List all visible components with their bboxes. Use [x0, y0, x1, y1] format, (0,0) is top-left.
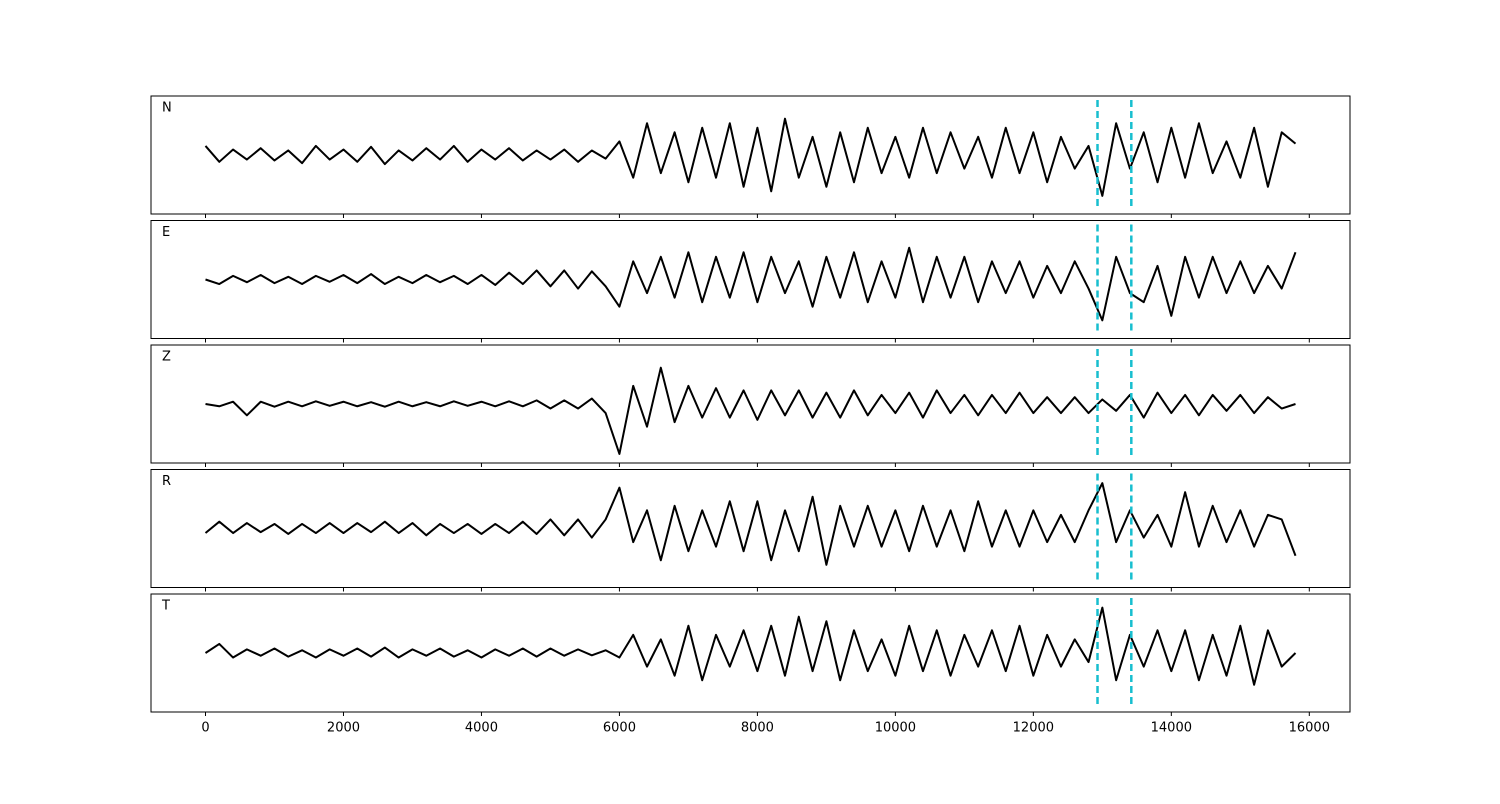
trace — [204, 482, 1297, 566]
x-tick-label: 10000 — [875, 721, 916, 736]
x-tick-label: 6000 — [603, 721, 636, 736]
x-tick-label: 14000 — [1151, 721, 1192, 736]
panel-frame — [150, 593, 1351, 713]
panel-label: T — [161, 599, 170, 614]
trace — [204, 117, 1297, 197]
trace — [205, 366, 1296, 455]
x-tick-label: 2000 — [327, 721, 360, 736]
panel-label: E — [162, 225, 170, 240]
panel-label: N — [162, 101, 172, 116]
trace — [204, 606, 1297, 686]
panel-frame — [150, 95, 1351, 215]
x-tick-label: 4000 — [465, 721, 498, 736]
panel-frame — [150, 220, 1351, 339]
panel-label: R — [162, 474, 171, 489]
panel-frame — [150, 469, 1351, 588]
x-tick-label: 16000 — [1289, 721, 1330, 736]
panel-label: Z — [162, 350, 171, 365]
x-tick-label: 8000 — [741, 721, 774, 736]
trace — [205, 246, 1297, 322]
panel-frame — [150, 344, 1351, 464]
x-tick-label: 0 — [201, 721, 209, 736]
x-tick-label: 12000 — [1013, 721, 1054, 736]
